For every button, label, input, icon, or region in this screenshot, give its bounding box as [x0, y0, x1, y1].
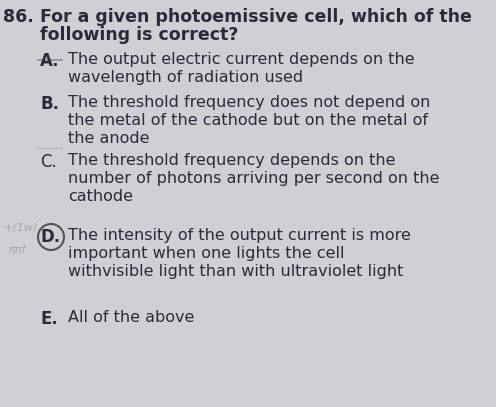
Text: A.: A.: [40, 52, 60, 70]
Text: ππf: ππf: [8, 245, 25, 255]
Text: the anode: the anode: [68, 131, 149, 146]
Text: 86.: 86.: [3, 8, 34, 26]
Text: cathode: cathode: [68, 189, 133, 204]
Text: the metal of the cathode but on the metal of: the metal of the cathode but on the meta…: [68, 113, 428, 128]
Text: The threshold frequency does not depend on: The threshold frequency does not depend …: [68, 95, 431, 110]
Text: number of photons arriving per second on the: number of photons arriving per second on…: [68, 171, 439, 186]
Text: C.: C.: [40, 153, 57, 171]
Text: The threshold frequency depends on the: The threshold frequency depends on the: [68, 153, 395, 168]
Text: withvisible light than with ultraviolet light: withvisible light than with ultraviolet …: [68, 264, 403, 279]
Text: +(1w): +(1w): [4, 222, 38, 232]
Text: E.: E.: [40, 310, 58, 328]
Text: D.: D.: [40, 228, 60, 246]
Text: B.: B.: [40, 95, 59, 113]
Text: wavelength of radiation used: wavelength of radiation used: [68, 70, 303, 85]
Text: The output electric current depends on the: The output electric current depends on t…: [68, 52, 415, 67]
Text: All of the above: All of the above: [68, 310, 194, 325]
Text: following is correct?: following is correct?: [40, 26, 239, 44]
Text: The intensity of the output current is more: The intensity of the output current is m…: [68, 228, 411, 243]
Text: important when one lights the cell: important when one lights the cell: [68, 246, 345, 261]
Text: For a given photoemissive cell, which of the: For a given photoemissive cell, which of…: [40, 8, 472, 26]
